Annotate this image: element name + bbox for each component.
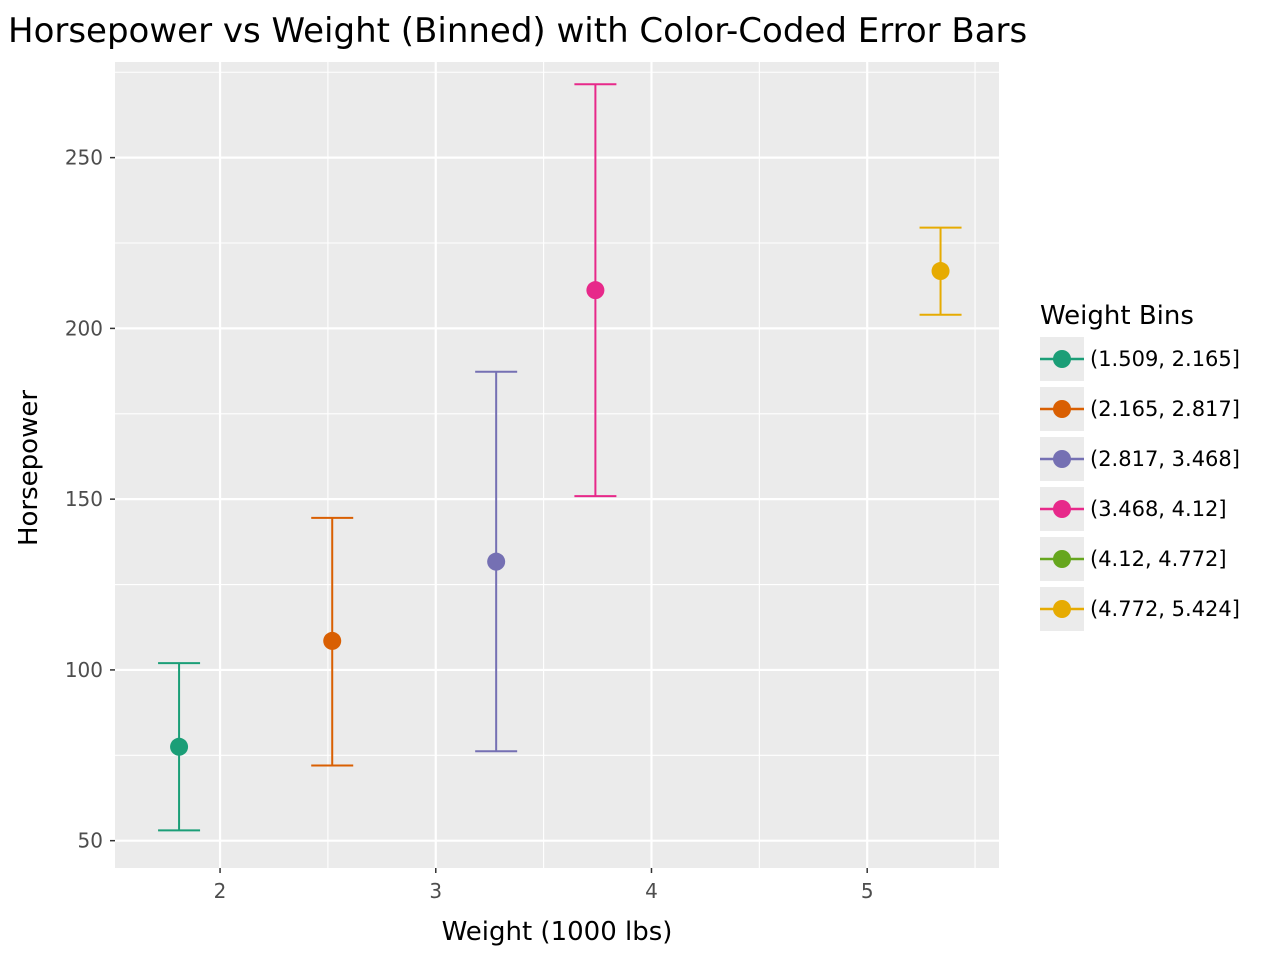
- chart-title: Horsepower vs Weight (Binned) with Color…: [8, 11, 1027, 51]
- y-tick-label: 250: [65, 146, 103, 170]
- data-point: [323, 631, 342, 650]
- legend-item: (1.509, 2.165]: [1040, 337, 1240, 381]
- grid: [115, 62, 999, 868]
- legend-label: (3.468, 4.12]: [1090, 497, 1227, 521]
- legend-item: (3.468, 4.12]: [1040, 487, 1227, 531]
- legend: (1.509, 2.165] (2.165, 2.817] (2.817, 3.46…: [1040, 337, 1240, 631]
- legend-title: Weight Bins: [1040, 301, 1194, 331]
- y-tick-label: 200: [65, 316, 103, 340]
- error-bar-group: [919, 226, 962, 316]
- data-point: [586, 281, 605, 300]
- legend-key-point: [1053, 450, 1071, 468]
- data-point: [487, 552, 506, 571]
- legend-label: (1.509, 2.165]: [1090, 347, 1240, 371]
- error-bar-group: [158, 662, 201, 832]
- y-axis-title: Horsepower: [14, 390, 44, 546]
- legend-label: (4.772, 5.424]: [1090, 597, 1240, 621]
- legend-label: (2.165, 2.817]: [1090, 397, 1240, 421]
- plot-panel: [115, 62, 999, 868]
- legend-key-point: [1053, 500, 1071, 518]
- legend-label: (4.12, 4.772]: [1090, 547, 1227, 571]
- legend-key-point: [1053, 600, 1071, 618]
- y-tick-label: 50: [78, 829, 103, 853]
- legend-key-point: [1053, 550, 1071, 568]
- y-tick-label: 150: [65, 487, 103, 511]
- data-marks: [158, 83, 962, 832]
- error-bar-group: [475, 370, 518, 753]
- data-point: [931, 262, 950, 281]
- legend-key-point: [1053, 350, 1071, 368]
- x-tick-label: 2: [214, 879, 227, 903]
- legend-item: (2.165, 2.817]: [1040, 387, 1240, 431]
- error-bar-group: [574, 83, 617, 498]
- legend-label: (2.817, 3.468]: [1090, 447, 1240, 471]
- x-tick-label: 4: [645, 879, 658, 903]
- x-tick-label: 3: [429, 879, 442, 903]
- x-tick-label: 5: [861, 879, 874, 903]
- y-tick-label: 100: [65, 658, 103, 682]
- error-bar-group: [311, 516, 354, 767]
- legend-item: (4.12, 4.772]: [1040, 537, 1227, 581]
- legend-item: (4.772, 5.424]: [1040, 587, 1240, 631]
- data-point: [170, 737, 189, 756]
- legend-item: (2.817, 3.468]: [1040, 437, 1240, 481]
- x-axis-title: Weight (1000 lbs): [442, 917, 673, 947]
- axis-ticks: 2 3 4 5 50 100 150 200 250: [65, 146, 874, 903]
- legend-key-point: [1053, 400, 1071, 418]
